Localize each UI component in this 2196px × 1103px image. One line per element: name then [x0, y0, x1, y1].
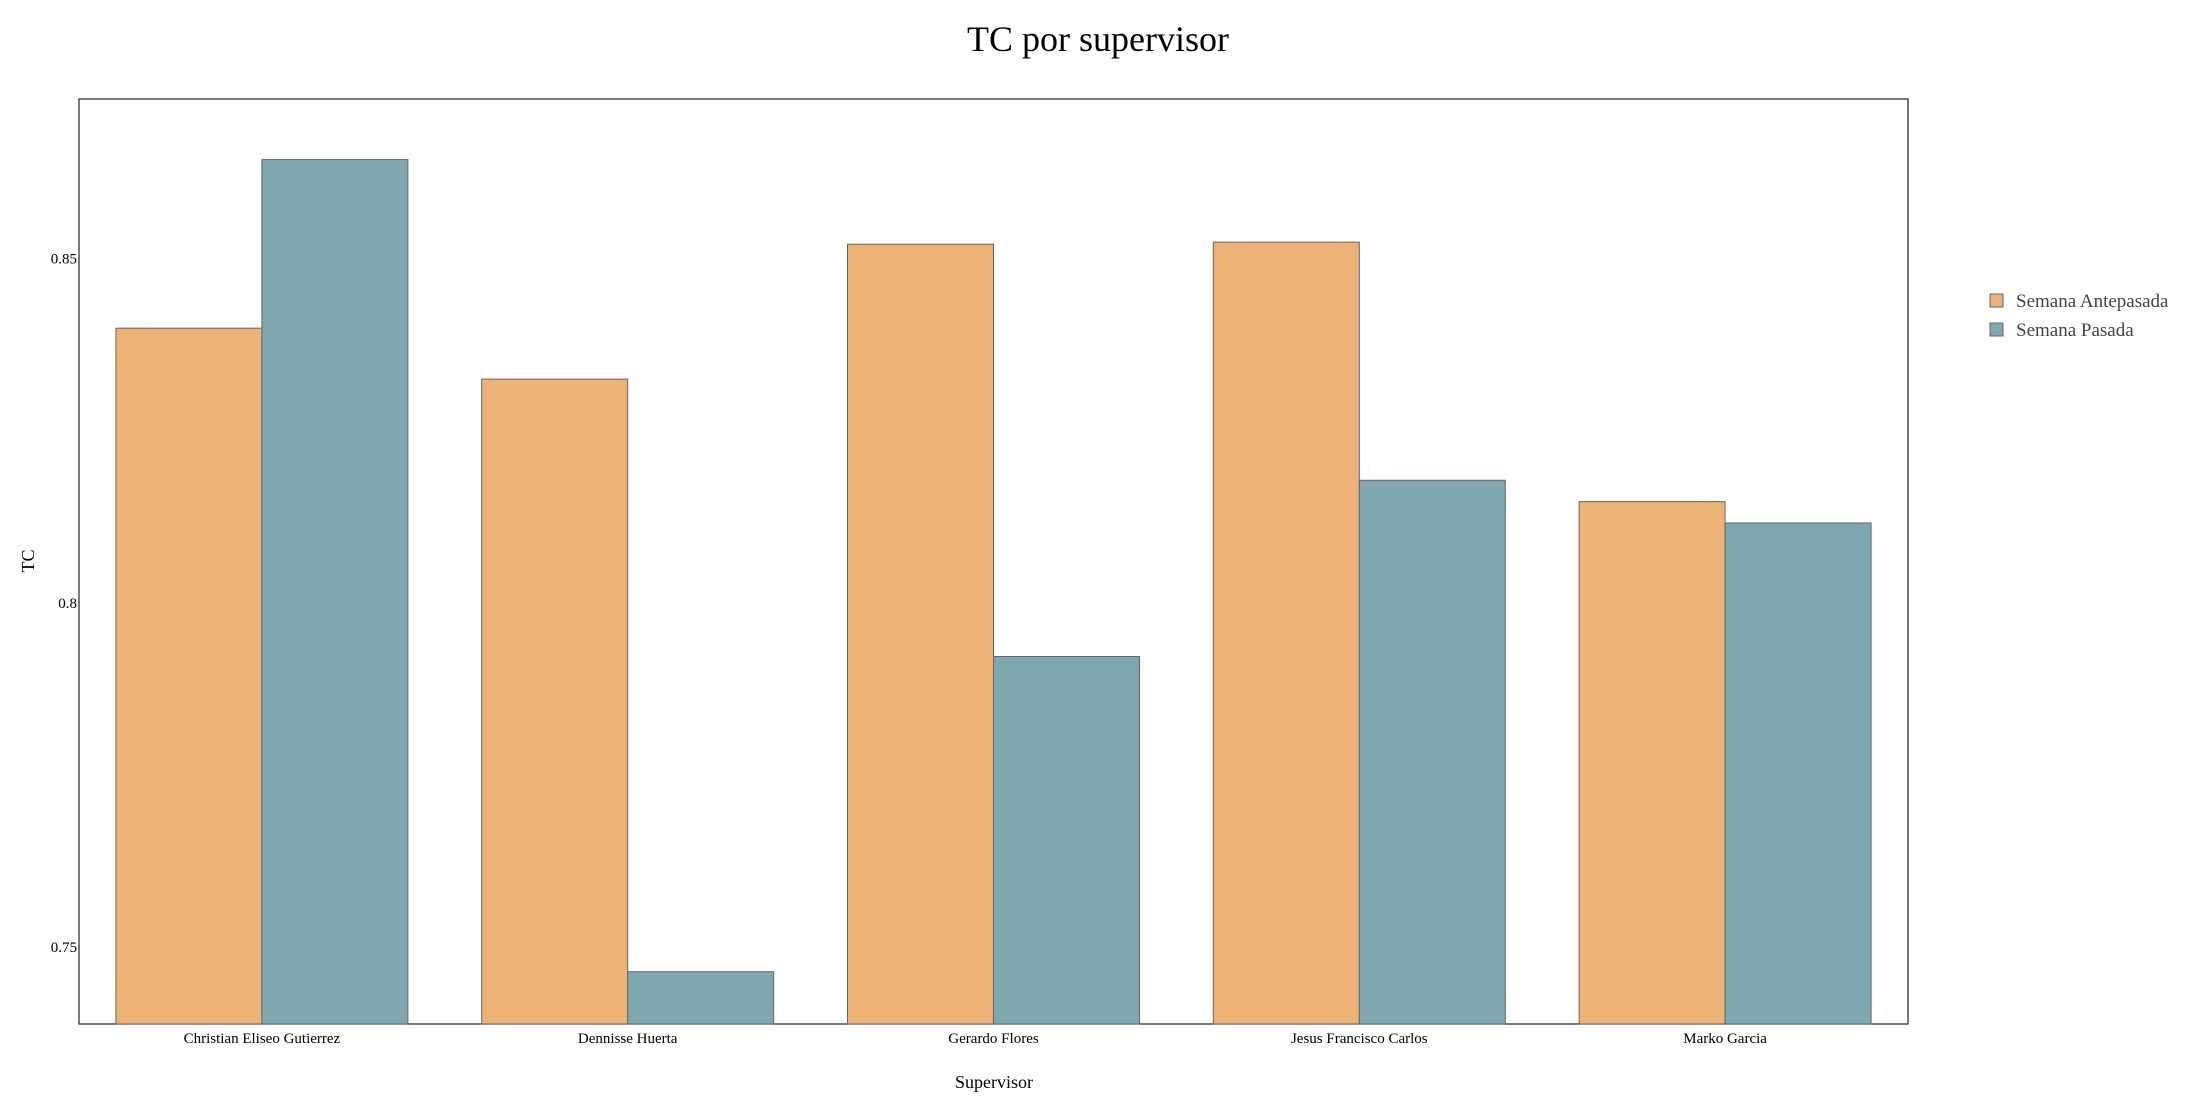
legend-label-semana-antepasada: Semana Antepasada — [2016, 291, 2169, 312]
bar-semana-pasada-jesus-francisco-carlos — [1358, 479, 1506, 1025]
bar-semana-pasada-christian-eliseo-gutierrez — [261, 159, 409, 1025]
x-tick-label: Dennisse Huerta — [578, 1031, 678, 1047]
bar-semana-antepasada-jesus-francisco-carlos — [1212, 241, 1360, 1025]
bar-semana-antepasada-christian-eliseo-gutierrez — [115, 327, 263, 1025]
y-tick-label: 0.85 — [51, 252, 77, 268]
chart-title: TC por supervisor — [967, 19, 1229, 59]
bar-semana-pasada-dennisse-huerta — [627, 971, 775, 1025]
x-axis-label: Supervisor — [955, 1072, 1033, 1092]
bar-semana-antepasada-dennisse-huerta — [481, 378, 629, 1025]
y-axis-ticks: 0.75 0.8 0.85 — [51, 252, 77, 956]
x-tick-label: Gerardo Flores — [948, 1031, 1039, 1047]
legend-swatch-semana-antepasada — [1989, 293, 2004, 308]
x-tick-label: Marko Garcia — [1683, 1031, 1767, 1047]
y-tick-label: 0.75 — [51, 940, 77, 956]
y-tick-label: 0.8 — [58, 596, 77, 612]
x-axis-ticks: Christian Eliseo Gutierrez Dennisse Huert… — [184, 1031, 1768, 1047]
y-axis-label: TC — [18, 549, 38, 572]
bar-semana-antepasada-gerardo-flores — [847, 243, 994, 1025]
x-tick-label: Jesus Francisco Carlos — [1291, 1031, 1428, 1047]
legend: Semana Antepasada Semana Pasada — [1989, 291, 2169, 341]
legend-swatch-semana-pasada — [1989, 322, 2004, 337]
bar-semana-pasada-marko-garcia — [1724, 522, 1872, 1025]
x-tick-label: Christian Eliseo Gutierrez — [184, 1031, 341, 1047]
legend-label-semana-pasada: Semana Pasada — [2016, 320, 2134, 341]
bar-semana-antepasada-marko-garcia — [1578, 501, 1726, 1025]
bars-group — [115, 159, 1872, 1025]
bar-semana-pasada-gerardo-flores — [993, 655, 1140, 1025]
